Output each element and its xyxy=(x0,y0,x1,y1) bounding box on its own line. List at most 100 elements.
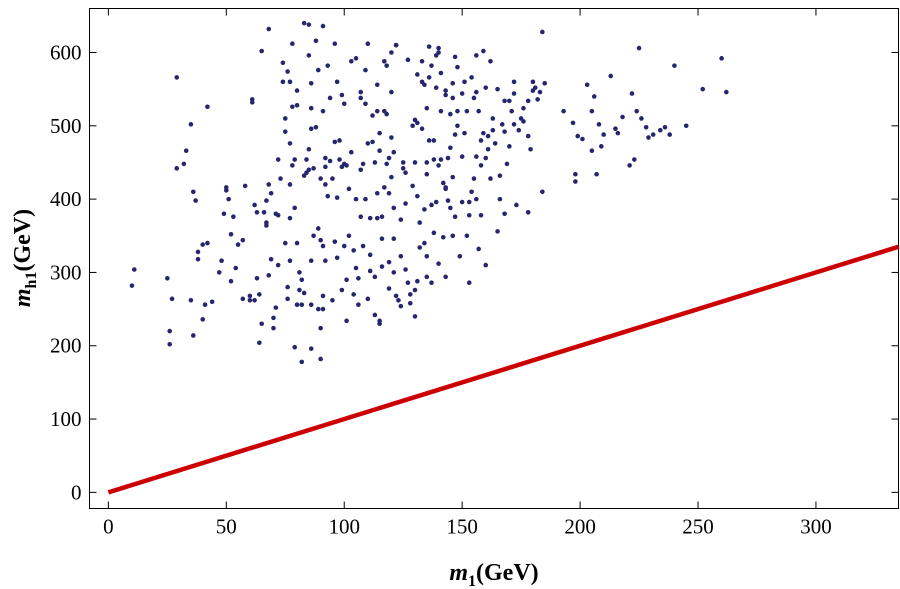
data-point xyxy=(650,132,656,137)
data-point xyxy=(389,135,394,140)
data-point xyxy=(372,160,378,165)
data-point xyxy=(485,133,491,139)
data-point xyxy=(339,287,345,293)
data-point xyxy=(299,359,305,365)
data-point xyxy=(403,170,408,176)
data-point xyxy=(346,233,352,239)
data-point xyxy=(271,325,276,331)
data-point xyxy=(431,157,437,162)
data-point xyxy=(407,300,413,306)
data-point xyxy=(349,149,354,155)
data-point xyxy=(188,122,194,127)
data-point xyxy=(360,161,366,167)
data-point xyxy=(386,155,392,161)
data-point xyxy=(412,160,418,165)
data-point xyxy=(374,82,380,88)
data-point xyxy=(372,312,378,318)
data-point xyxy=(292,205,297,211)
data-point xyxy=(306,22,312,27)
data-point xyxy=(499,122,505,127)
data-point xyxy=(297,270,302,275)
data-point xyxy=(249,97,255,102)
data-point xyxy=(393,42,399,48)
data-point xyxy=(318,176,323,181)
data-point xyxy=(398,254,404,259)
data-point xyxy=(436,50,441,55)
data-point xyxy=(318,356,323,362)
data-point xyxy=(332,41,338,46)
data-point xyxy=(285,69,290,74)
data-point xyxy=(320,293,326,299)
data-point xyxy=(292,157,297,162)
data-point xyxy=(205,104,210,110)
data-point xyxy=(657,127,663,133)
data-point xyxy=(438,157,444,162)
data-point xyxy=(240,296,246,302)
data-point xyxy=(275,262,281,268)
data-point xyxy=(174,166,180,171)
data-point xyxy=(294,302,300,307)
data-point xyxy=(259,321,264,327)
data-point xyxy=(287,258,293,263)
data-point xyxy=(683,123,689,129)
data-point xyxy=(294,102,300,108)
data-point xyxy=(443,88,448,93)
data-point xyxy=(181,161,187,167)
data-point xyxy=(358,167,364,173)
data-point xyxy=(424,171,430,177)
data-point xyxy=(601,132,606,137)
y-axis-label: mh1(GeV) xyxy=(10,209,40,307)
data-point xyxy=(436,45,441,51)
data-point xyxy=(422,207,427,212)
data-point xyxy=(261,210,267,215)
data-point xyxy=(511,91,517,96)
data-point xyxy=(452,54,458,60)
data-point xyxy=(285,284,290,290)
data-point xyxy=(337,138,342,143)
data-point xyxy=(445,155,451,161)
data-point xyxy=(643,124,649,130)
data-point xyxy=(455,108,460,114)
data-point xyxy=(200,317,206,322)
data-point xyxy=(433,85,439,90)
data-point xyxy=(294,240,300,246)
data-point xyxy=(363,196,368,202)
data-point xyxy=(450,95,456,101)
data-point xyxy=(478,212,484,218)
data-point xyxy=(323,155,328,161)
data-point xyxy=(308,105,314,111)
data-point xyxy=(662,124,668,130)
data-point xyxy=(223,185,229,190)
data-point xyxy=(466,280,472,285)
data-point xyxy=(308,258,314,263)
data-point xyxy=(325,193,331,199)
data-point xyxy=(415,193,420,199)
data-point xyxy=(353,56,359,61)
data-point xyxy=(459,154,465,159)
data-point xyxy=(495,86,500,92)
data-point xyxy=(561,108,566,114)
data-point xyxy=(344,163,349,168)
data-point xyxy=(448,145,453,151)
data-point xyxy=(301,20,307,26)
data-point xyxy=(443,274,448,280)
data-point xyxy=(594,171,599,177)
fit-line-layer xyxy=(107,244,900,495)
data-point xyxy=(405,57,411,63)
data-point xyxy=(233,265,239,271)
data-point xyxy=(273,305,279,310)
x-tick-label: 0 xyxy=(103,515,114,539)
data-point xyxy=(469,189,474,195)
data-point xyxy=(525,98,531,104)
data-point xyxy=(353,196,359,202)
data-point xyxy=(190,333,196,338)
data-point xyxy=(450,80,456,86)
data-point xyxy=(167,341,172,347)
data-point xyxy=(301,290,307,296)
data-point xyxy=(459,199,465,205)
data-point xyxy=(719,56,724,61)
data-point xyxy=(320,306,326,312)
data-point xyxy=(252,202,257,208)
data-point xyxy=(509,108,514,114)
data-point xyxy=(450,174,456,180)
